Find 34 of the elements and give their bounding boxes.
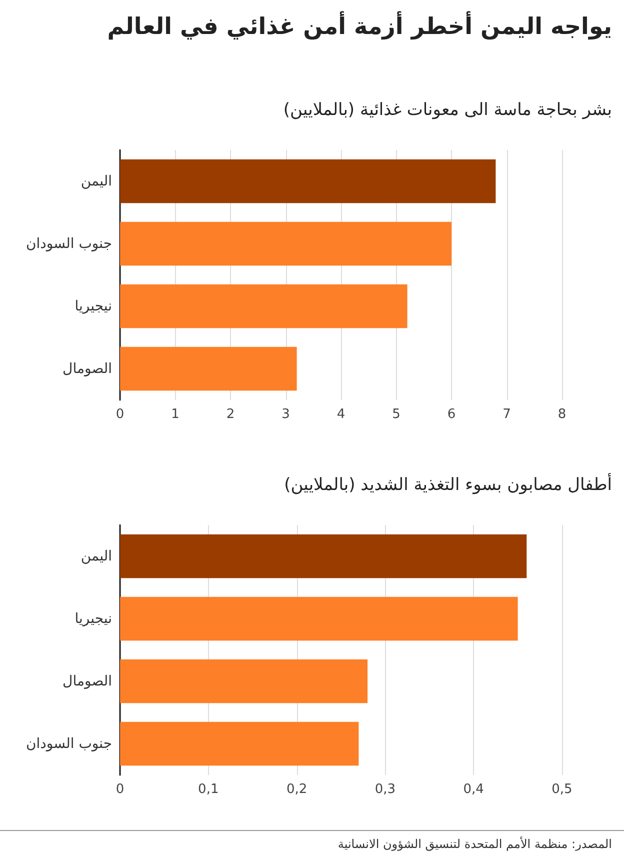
x-tick-label: 0,3	[374, 782, 396, 797]
chart-subtitle: أطفال مصابون بسوء التغذية الشديد (بالملايين)	[283, 475, 612, 495]
y-tick-label: اليمن	[80, 173, 112, 190]
x-tick-label: 2	[226, 407, 235, 422]
x-tick-label: 4	[336, 407, 346, 422]
x-tick-label: 0,2	[286, 782, 308, 797]
y-tick-label: الصومال	[62, 673, 112, 690]
x-tick-label: 1	[171, 407, 180, 422]
bar	[120, 596, 518, 641]
x-tick-label: 0,5	[552, 782, 572, 797]
x-tick-label: 8	[558, 407, 566, 422]
x-tick-label: 0,4	[463, 782, 484, 797]
bar	[120, 534, 527, 578]
text: المصدر: منظمة الأمم المتحدة لتنسيق الشؤون الانسانية	[0, 830, 624, 851]
chart-subtitle: بشر بحاجة ماسة الى معونات غذائية (بالملايين)	[282, 100, 612, 120]
bar	[120, 222, 452, 266]
y-tick-label: اليمن	[80, 548, 112, 564]
y-tick-label: الصومال	[62, 360, 112, 377]
x-tick-label: 6	[447, 407, 456, 422]
x-tick-label: 3	[282, 407, 290, 422]
y-tick-label: نيجيريا	[74, 298, 112, 314]
x-tick-label: 0	[116, 782, 124, 797]
x-tick-label: 7	[502, 407, 511, 422]
bar	[120, 659, 368, 704]
x-tick-label: 0,1	[198, 782, 219, 797]
x-tick-label: 5	[392, 407, 400, 422]
y-tick-label: جنوب السودان	[26, 736, 112, 752]
x-tick-label: 0	[116, 407, 124, 422]
bar	[120, 722, 359, 766]
y-tick-label: نيجيريا	[74, 610, 112, 627]
bar	[120, 346, 297, 391]
bar	[120, 159, 496, 204]
bar	[120, 284, 408, 328]
y-tick-label: جنوب السودان	[26, 236, 112, 252]
